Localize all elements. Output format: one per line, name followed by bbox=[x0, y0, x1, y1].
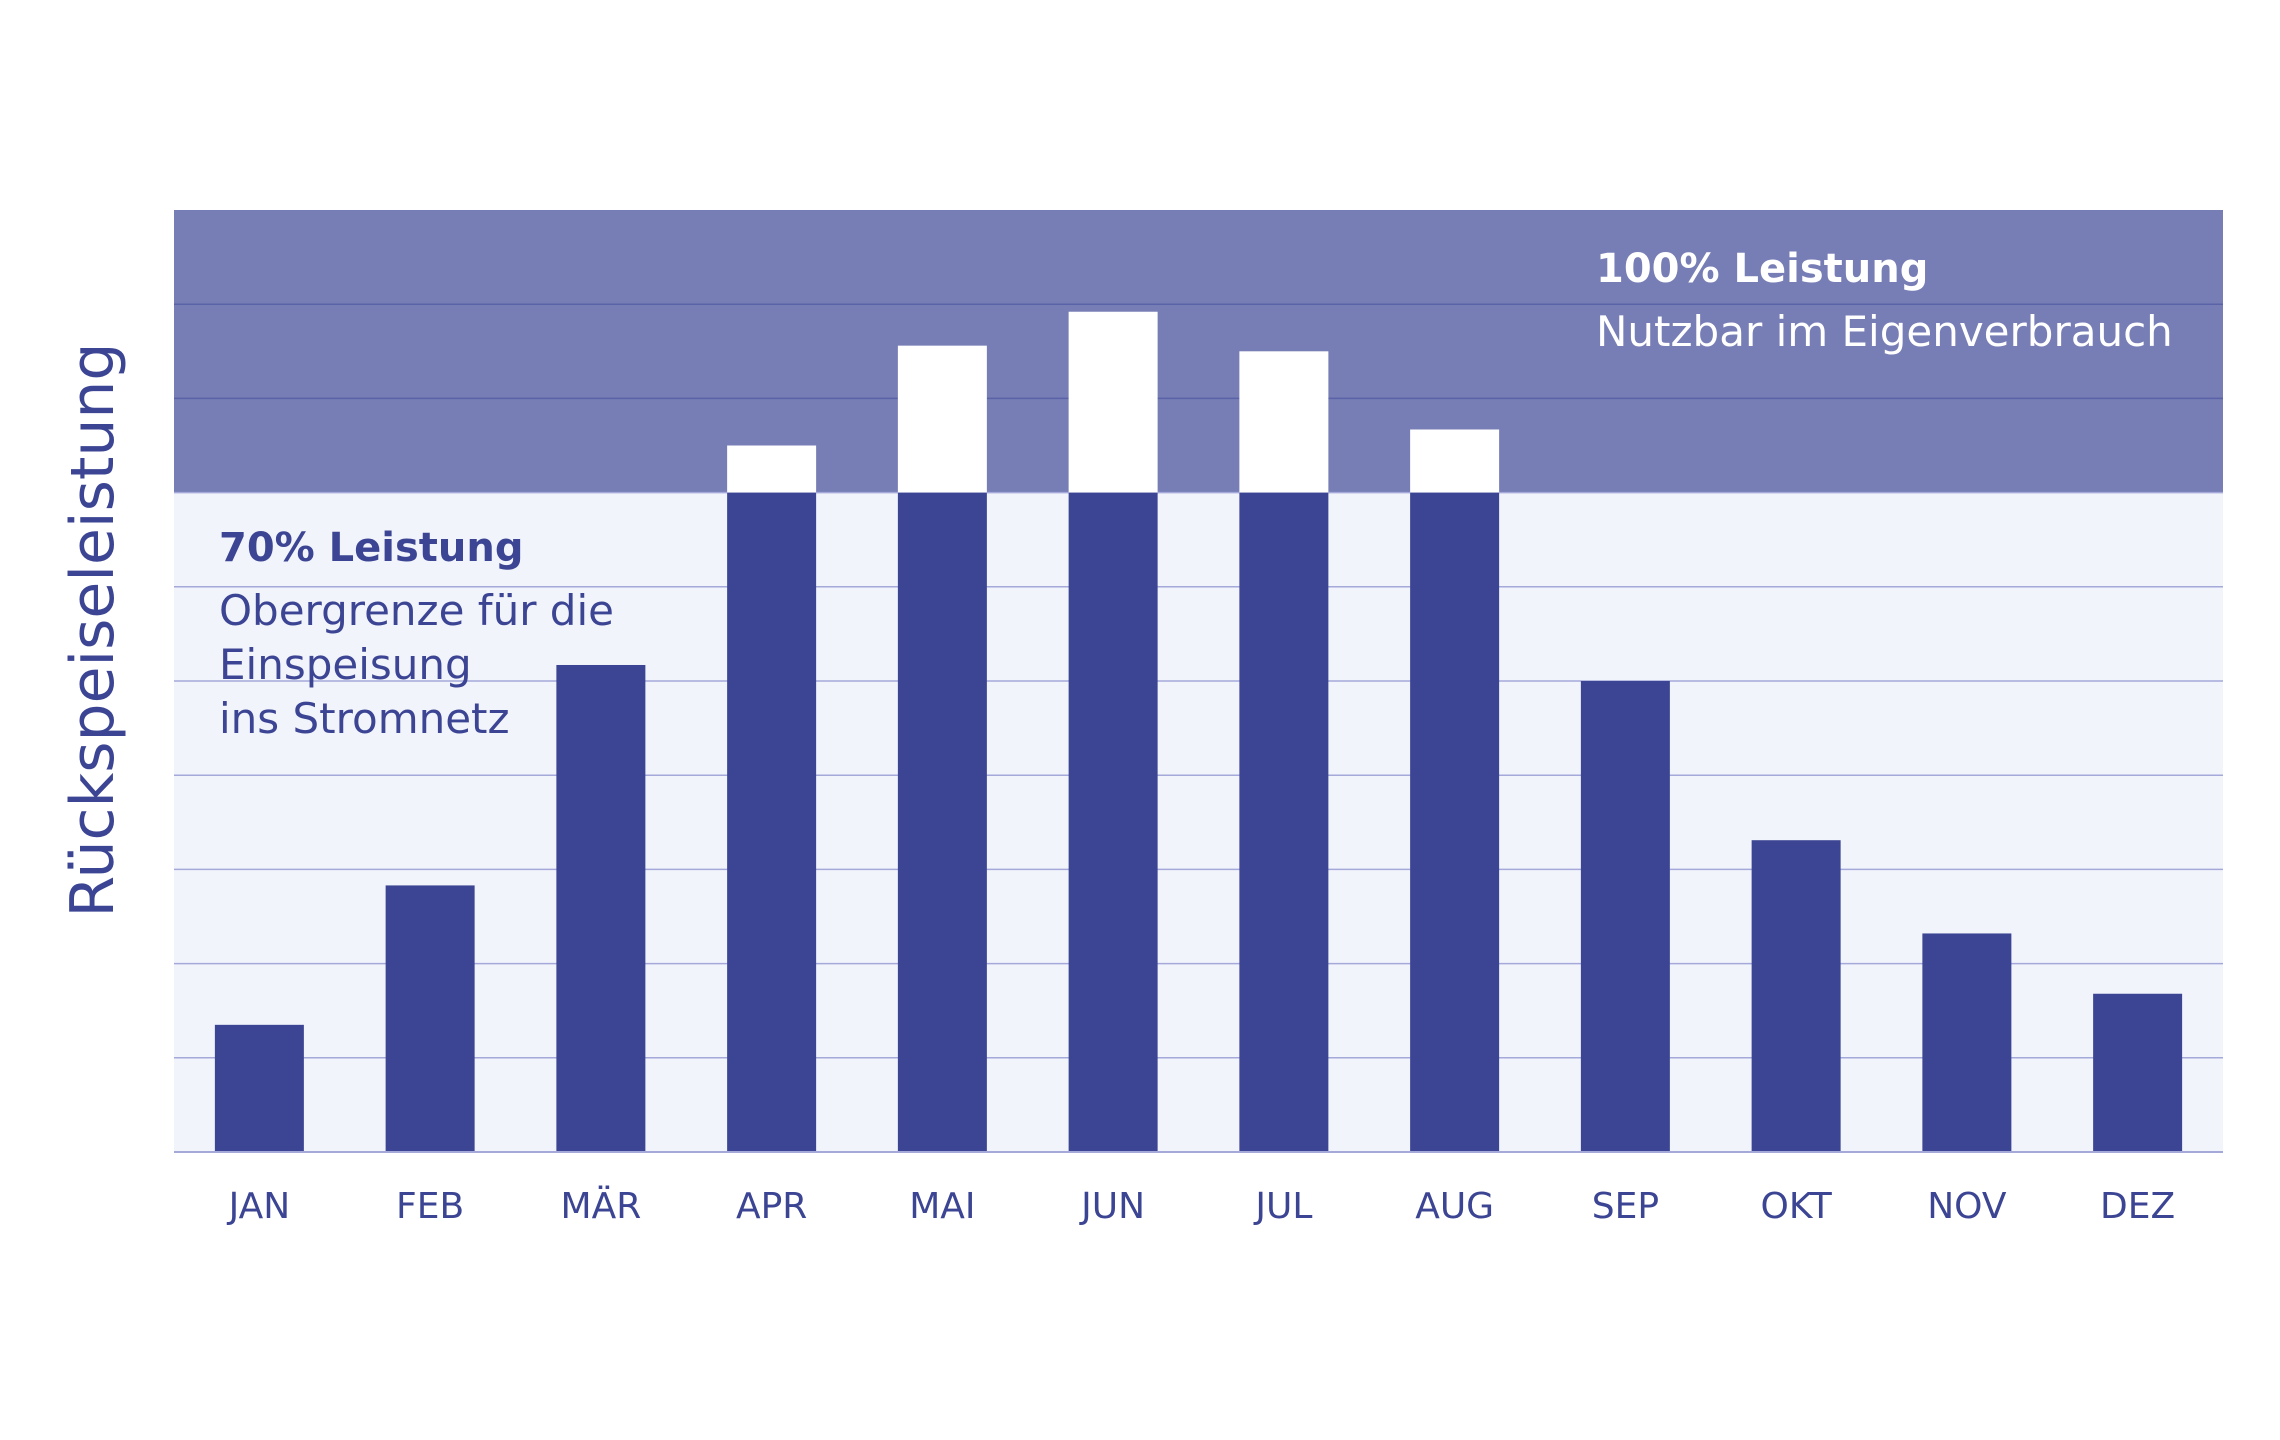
bar-aug bbox=[1410, 492, 1500, 1153]
x-tick-label-jun: JUN bbox=[1079, 1186, 1145, 1227]
bar-excess-aug bbox=[1410, 429, 1500, 493]
bar-nov bbox=[1922, 933, 2012, 1152]
x-tick-label-nov: NOV bbox=[1927, 1186, 2007, 1227]
bar-excess-apr bbox=[727, 445, 817, 493]
bar-excess-jun bbox=[1068, 311, 1158, 493]
lower-annotation-line-3: ins Stromnetz bbox=[219, 694, 510, 743]
x-tick-label-mai: MAI bbox=[909, 1186, 975, 1227]
bar-okt bbox=[1751, 840, 1841, 1152]
bar-excess-mai bbox=[897, 345, 987, 493]
bar-mär bbox=[556, 664, 646, 1152]
lower-annotation-line-2: Einspeisung bbox=[219, 640, 472, 689]
x-tick-label-okt: OKT bbox=[1761, 1186, 1833, 1227]
bar-sep bbox=[1580, 681, 1670, 1152]
bar-feb bbox=[385, 885, 475, 1152]
lower-annotation-title: 70% Leistung bbox=[219, 525, 524, 571]
y-axis-label: Rückspeiseleistung bbox=[58, 342, 128, 917]
x-tick-label-apr: APR bbox=[736, 1186, 807, 1227]
bar-apr bbox=[727, 492, 817, 1153]
gridlines bbox=[174, 303, 2223, 1059]
x-tick-label-jan: JAN bbox=[227, 1186, 291, 1227]
x-tick-label-feb: FEB bbox=[396, 1186, 464, 1227]
upper-annotation-title: 100% Leistung bbox=[1596, 246, 1928, 292]
lower-annotation-line-1: Obergrenze für die bbox=[219, 586, 614, 635]
bar-jul bbox=[1239, 492, 1329, 1153]
lower-band bbox=[174, 493, 2223, 1152]
bar-excess-jul bbox=[1239, 351, 1329, 493]
upper-band bbox=[174, 210, 2223, 493]
x-tick-label-mär: MÄR bbox=[561, 1185, 642, 1227]
bar-mai bbox=[897, 492, 987, 1153]
x-tick-label-aug: AUG bbox=[1415, 1186, 1494, 1227]
x-tick-label-jul: JUL bbox=[1253, 1186, 1312, 1227]
upper-annotation-text: Nutzbar im Eigenverbrauch bbox=[1596, 307, 2173, 356]
x-tick-label-sep: SEP bbox=[1592, 1186, 1659, 1227]
bar-dez bbox=[2093, 993, 2183, 1152]
bar-jan bbox=[214, 1024, 304, 1152]
bars bbox=[214, 311, 2183, 1153]
bar-jun bbox=[1068, 492, 1158, 1153]
x-tick-labels: JAN FEB MÄR APR MAI JUN JUL AUG SEP OKT NOV DEZ bbox=[227, 1185, 2176, 1227]
x-tick-label-dez: DEZ bbox=[2100, 1186, 2175, 1227]
